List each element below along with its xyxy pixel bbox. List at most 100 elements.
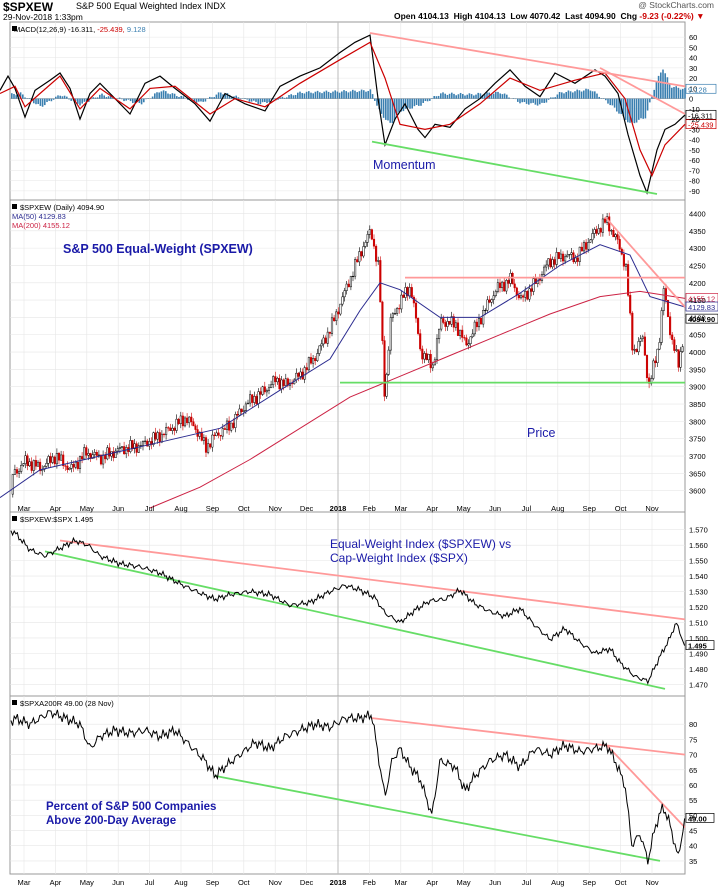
candle-body: [219, 434, 222, 437]
histogram-bar: [609, 98, 611, 106]
histogram-bar: [92, 97, 94, 99]
value-tag-box: [685, 83, 717, 94]
candle-body: [375, 245, 378, 262]
candle-body: [102, 454, 105, 465]
candle-body: [87, 453, 90, 456]
y-tick-label: -10: [689, 105, 700, 114]
candle-body: [330, 317, 334, 334]
high-label: High: [453, 11, 473, 21]
candle-body: [494, 291, 497, 296]
candle-body: [249, 394, 252, 404]
value-tag: 1.495: [688, 642, 707, 651]
histogram-bar: [239, 98, 242, 100]
candle-body: [410, 287, 413, 298]
candle-body: [36, 461, 40, 467]
y-tick-label: 1.520: [689, 603, 708, 612]
y-tick-label: 4000: [689, 348, 706, 357]
histogram-bar: [132, 98, 134, 104]
candle-body: [477, 317, 481, 328]
x-tick-label: Mar: [394, 878, 407, 887]
candle-body: [532, 278, 535, 292]
candle-body: [18, 471, 21, 474]
candle-body: [354, 259, 357, 277]
candle-body: [232, 422, 235, 428]
candle-body: [261, 386, 264, 395]
open-label: Open: [394, 11, 416, 21]
candle-body: [381, 301, 384, 341]
histogram-bar: [158, 92, 160, 99]
candle-body: [406, 287, 409, 297]
histogram-bar: [413, 98, 416, 107]
histogram-bar: [631, 98, 633, 123]
candle-body: [303, 367, 306, 380]
histogram-bar: [519, 98, 521, 104]
candle-body: [11, 474, 14, 495]
histogram-bar: [266, 98, 268, 104]
candle-body: [129, 440, 132, 452]
candle-body: [551, 259, 554, 268]
histogram-bar: [565, 91, 567, 99]
candle-body: [414, 302, 418, 319]
histogram-bar: [11, 93, 13, 99]
candle-body: [601, 218, 604, 233]
ratio-reference-line: [59, 539, 686, 621]
histogram-bar: [310, 92, 312, 99]
candle-body: [188, 416, 191, 424]
candle-body: [15, 469, 19, 474]
histogram-bar: [57, 95, 59, 99]
candle-body: [393, 313, 397, 315]
histogram-bar: [624, 98, 627, 120]
candle-body: [299, 371, 302, 377]
low-value: 4070.42: [529, 11, 561, 21]
candle-body: [664, 288, 667, 301]
candle-body: [488, 299, 491, 303]
candle-body: [337, 311, 340, 315]
candle-body: [610, 230, 613, 232]
candle-body: [524, 290, 527, 298]
histogram-bar: [497, 91, 499, 99]
histogram-bar: [466, 94, 468, 99]
x-tick-label: Jul: [522, 878, 532, 887]
histogram-bar: [121, 98, 123, 100]
candle-body: [280, 379, 283, 390]
histogram-bar: [569, 91, 572, 99]
histogram-bar: [281, 96, 284, 99]
histogram-bar: [35, 98, 37, 105]
histogram-bar: [664, 73, 666, 99]
macd-panel: MACD(12,26,9) -16.311, -25.439, 9.128: [0, 21, 717, 201]
histogram-bar: [345, 91, 347, 99]
histogram-bar: [618, 98, 620, 114]
y-tick-label: -80: [689, 177, 700, 186]
histogram-bar: [435, 96, 438, 99]
chart-header: $SPXEW S&P 500 Equal Weighted Index INDX…: [0, 0, 718, 22]
candle-body: [440, 318, 443, 330]
ma200-line: [149, 290, 686, 509]
candle-body: [307, 357, 310, 371]
histogram-bar: [420, 98, 422, 106]
histogram-bar: [303, 93, 306, 99]
histogram-bar: [154, 93, 156, 99]
candle-body: [675, 349, 678, 351]
histogram-bar: [228, 94, 231, 99]
histogram-bar: [338, 92, 341, 99]
histogram-bar: [299, 91, 301, 99]
candle-body: [570, 252, 573, 255]
histogram-bar: [402, 98, 405, 112]
y-tick-label: 3900: [689, 383, 706, 392]
candle-body: [627, 264, 630, 296]
histogram-bar: [598, 96, 600, 99]
histogram-bar: [308, 91, 310, 99]
histogram-bar: [195, 98, 198, 103]
price-annotation: Price: [527, 426, 556, 440]
candle-body: [511, 273, 514, 285]
histogram-bar: [99, 94, 101, 99]
candle-body: [146, 440, 149, 447]
candle-body: [652, 360, 655, 379]
histogram-bar: [567, 90, 570, 99]
candle-body: [480, 317, 483, 325]
histogram-bar: [437, 95, 440, 99]
candle-body: [236, 414, 239, 416]
candle-body: [673, 339, 676, 351]
histogram-bar: [453, 93, 455, 99]
candle-body: [167, 427, 170, 429]
